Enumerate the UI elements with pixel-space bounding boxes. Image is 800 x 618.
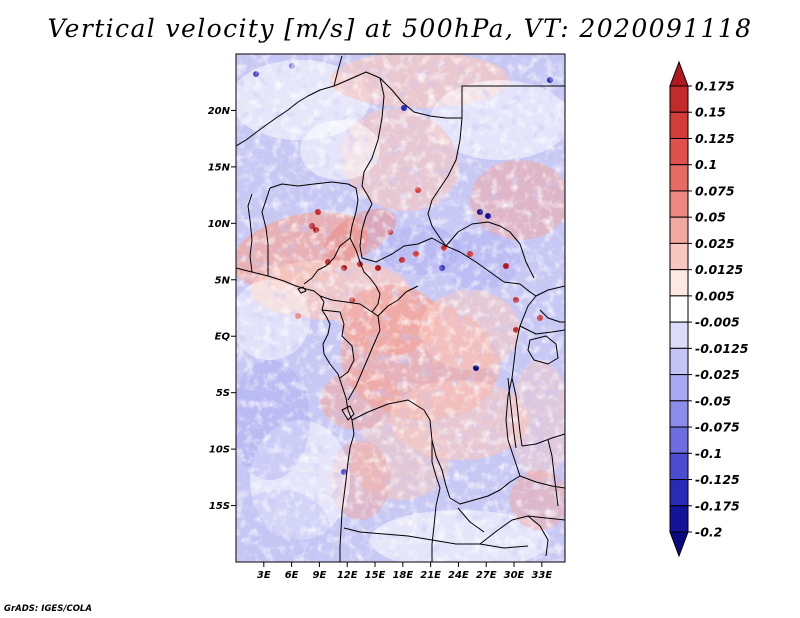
x-tick-label: 27E <box>476 570 497 581</box>
y-tick-label: 20N <box>208 106 231 117</box>
colorbar-label: -0.2 <box>695 525 722 540</box>
colorbar-swatch <box>669 242 689 271</box>
colorbar-swatch <box>669 190 689 218</box>
x-tick-label: 24E <box>448 570 469 581</box>
y-tick-label: EQ <box>215 332 231 343</box>
colorbar-swatch <box>669 426 689 454</box>
country-boundaries <box>236 55 565 562</box>
colorbar-swatch <box>669 400 689 428</box>
colorbar-swatch <box>669 452 689 481</box>
colorbar-swatch <box>669 374 689 402</box>
colorbar-swatch <box>669 137 689 166</box>
colorbar-label: 0.05 <box>695 210 726 225</box>
x-tick-label: 18E <box>392 570 413 581</box>
y-tick-label: 15S <box>209 501 230 512</box>
colorbar-label: 0.005 <box>695 288 735 303</box>
y-axis: 20N 15N 10N 5N EQ 5S 10S 15S <box>208 106 236 512</box>
x-tick-label: 3E <box>257 570 271 581</box>
colorbar-swatch <box>669 111 689 139</box>
colorbar-swatch <box>669 479 689 507</box>
colorbar-label: -0.1 <box>695 446 722 461</box>
colorbar-label: 0.125 <box>695 131 735 146</box>
plot-frame <box>235 53 566 563</box>
colorbar-swatch <box>669 505 689 533</box>
colorbar-top-arrow <box>669 60 689 87</box>
colorbar-label: -0.005 <box>695 315 740 330</box>
colorbar-swatch <box>669 164 689 192</box>
colorbar-label: -0.025 <box>695 367 740 382</box>
x-tick-label: 33E <box>531 570 552 581</box>
colorbar-swatch <box>669 269 689 297</box>
x-tick-label: 9E <box>313 570 327 581</box>
colorbar-swatch <box>669 85 689 113</box>
x-tick-label: 30E <box>504 570 525 581</box>
colorbar-label: 0.175 <box>695 79 735 94</box>
x-tick-label: 6E <box>285 570 299 581</box>
y-tick-label: 5S <box>216 388 230 399</box>
x-tick-label: 21E <box>420 570 441 581</box>
colorbar-label: -0.175 <box>695 498 740 513</box>
colorbar-bottom-arrow <box>669 531 689 558</box>
colorbar-label: -0.0125 <box>695 341 749 356</box>
colorbar-label: 0.075 <box>695 183 735 198</box>
x-tick-label: 12E <box>337 570 358 581</box>
grads-credit: GrADS: IGES/COLA <box>4 604 92 614</box>
colorbar-label: -0.075 <box>695 420 740 435</box>
colorbar-label: 0.15 <box>695 105 726 120</box>
colorbar-swatch <box>669 321 689 349</box>
vertical-velocity-field <box>236 54 565 562</box>
colorbar-label: 0.025 <box>695 236 735 251</box>
colorbar-label: 0.1 <box>695 157 717 172</box>
colorbar-swatch <box>669 347 689 376</box>
colorbar-label: -0.125 <box>695 472 740 487</box>
colorbar-swatch <box>669 295 689 323</box>
y-tick-label: 15N <box>208 162 231 173</box>
colorbar: 0.175 0.15 0.125 0.1 0.075 0.05 0.025 0.0125 0.0… <box>669 60 749 558</box>
x-tick-label: 15E <box>365 570 386 581</box>
colorbar-swatch <box>669 216 689 244</box>
y-tick-label: 5N <box>215 275 231 286</box>
y-tick-label: 10S <box>209 445 230 456</box>
colorbar-label: 0.0125 <box>695 262 744 277</box>
x-axis: 3E 6E 9E 12E 15E 18E 21E 24E 27E 30E 33E <box>257 562 552 581</box>
page-title: Vertical velocity [m/s] at 500hPa, VT: 2… <box>47 14 753 43</box>
y-tick-label: 10N <box>208 219 231 230</box>
colorbar-label: -0.05 <box>695 393 731 408</box>
